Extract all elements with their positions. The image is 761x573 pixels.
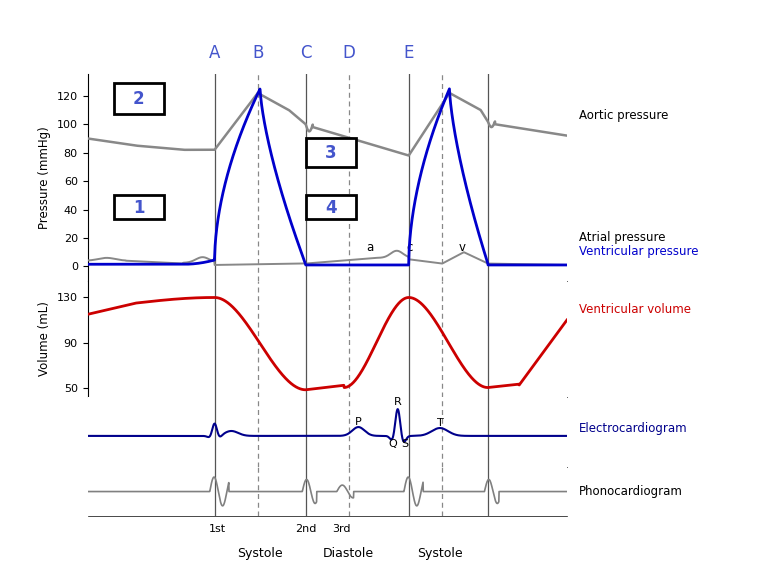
Text: Atrial pressure: Atrial pressure xyxy=(579,231,665,244)
Text: Diastole: Diastole xyxy=(323,547,374,560)
Text: S: S xyxy=(401,439,409,449)
Text: Systole: Systole xyxy=(417,547,463,560)
Y-axis label: Volume (mL): Volume (mL) xyxy=(38,301,51,376)
Text: 3: 3 xyxy=(325,144,336,162)
Text: Phonocardiogram: Phonocardiogram xyxy=(579,485,683,498)
Text: 2: 2 xyxy=(133,89,145,108)
Text: Aortic pressure: Aortic pressure xyxy=(579,109,668,122)
Text: T: T xyxy=(437,418,443,427)
Text: v: v xyxy=(459,241,466,254)
Text: E: E xyxy=(403,44,414,62)
Text: Q: Q xyxy=(389,439,397,449)
Text: c: c xyxy=(406,241,413,254)
FancyBboxPatch shape xyxy=(114,83,164,114)
Text: B: B xyxy=(252,44,263,62)
Text: 1st: 1st xyxy=(209,524,225,534)
Text: D: D xyxy=(342,44,355,62)
FancyBboxPatch shape xyxy=(306,195,356,219)
Text: Ventricular pressure: Ventricular pressure xyxy=(579,245,699,258)
FancyBboxPatch shape xyxy=(306,139,356,167)
Text: 1: 1 xyxy=(133,199,145,217)
Text: Systole: Systole xyxy=(237,547,283,560)
Text: 4: 4 xyxy=(325,199,336,217)
Text: Ventricular volume: Ventricular volume xyxy=(579,303,691,316)
Text: 2nd: 2nd xyxy=(295,524,317,534)
Text: 3rd: 3rd xyxy=(333,524,351,534)
Y-axis label: Pressure (mmHg): Pressure (mmHg) xyxy=(38,126,51,229)
Text: R: R xyxy=(394,398,402,407)
FancyBboxPatch shape xyxy=(114,195,164,219)
Text: C: C xyxy=(300,44,311,62)
Text: P: P xyxy=(355,417,361,427)
Text: a: a xyxy=(366,241,373,254)
Text: A: A xyxy=(209,44,220,62)
Text: Electrocardiogram: Electrocardiogram xyxy=(579,422,687,435)
